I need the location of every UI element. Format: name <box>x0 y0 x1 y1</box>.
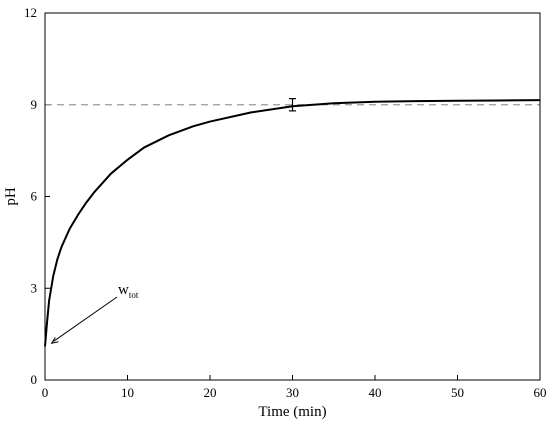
x-axis-ticks: 0 10 20 30 40 50 60 <box>42 375 547 400</box>
y-tick-label: 9 <box>31 97 38 112</box>
error-bar <box>289 98 296 112</box>
x-tick-label: 0 <box>42 385 49 400</box>
y-axis-ticks: 0 3 6 9 12 <box>24 5 50 387</box>
annotation-label: wtot <box>118 282 139 300</box>
y-tick-label: 0 <box>31 372 38 387</box>
y-tick-label: 12 <box>24 5 37 20</box>
annotation-wtot: wtot <box>50 282 139 345</box>
y-axis-label: pH <box>3 187 19 206</box>
y-tick-label: 3 <box>31 280 38 295</box>
x-tick-label: 50 <box>451 385 464 400</box>
annotation-arrowhead <box>50 337 59 345</box>
annotation-arrow-line <box>53 296 118 342</box>
x-tick-label: 10 <box>121 385 134 400</box>
x-tick-label: 20 <box>204 385 217 400</box>
y-tick-label: 6 <box>31 189 38 204</box>
annotation-subscript: tot <box>129 290 139 300</box>
x-tick-label: 30 <box>286 385 299 400</box>
series-line <box>44 99 541 347</box>
x-tick-label: 40 <box>369 385 382 400</box>
x-axis-label: Time (min) <box>258 404 326 420</box>
plot-frame <box>44 12 541 381</box>
x-tick-label: 60 <box>534 385 547 400</box>
